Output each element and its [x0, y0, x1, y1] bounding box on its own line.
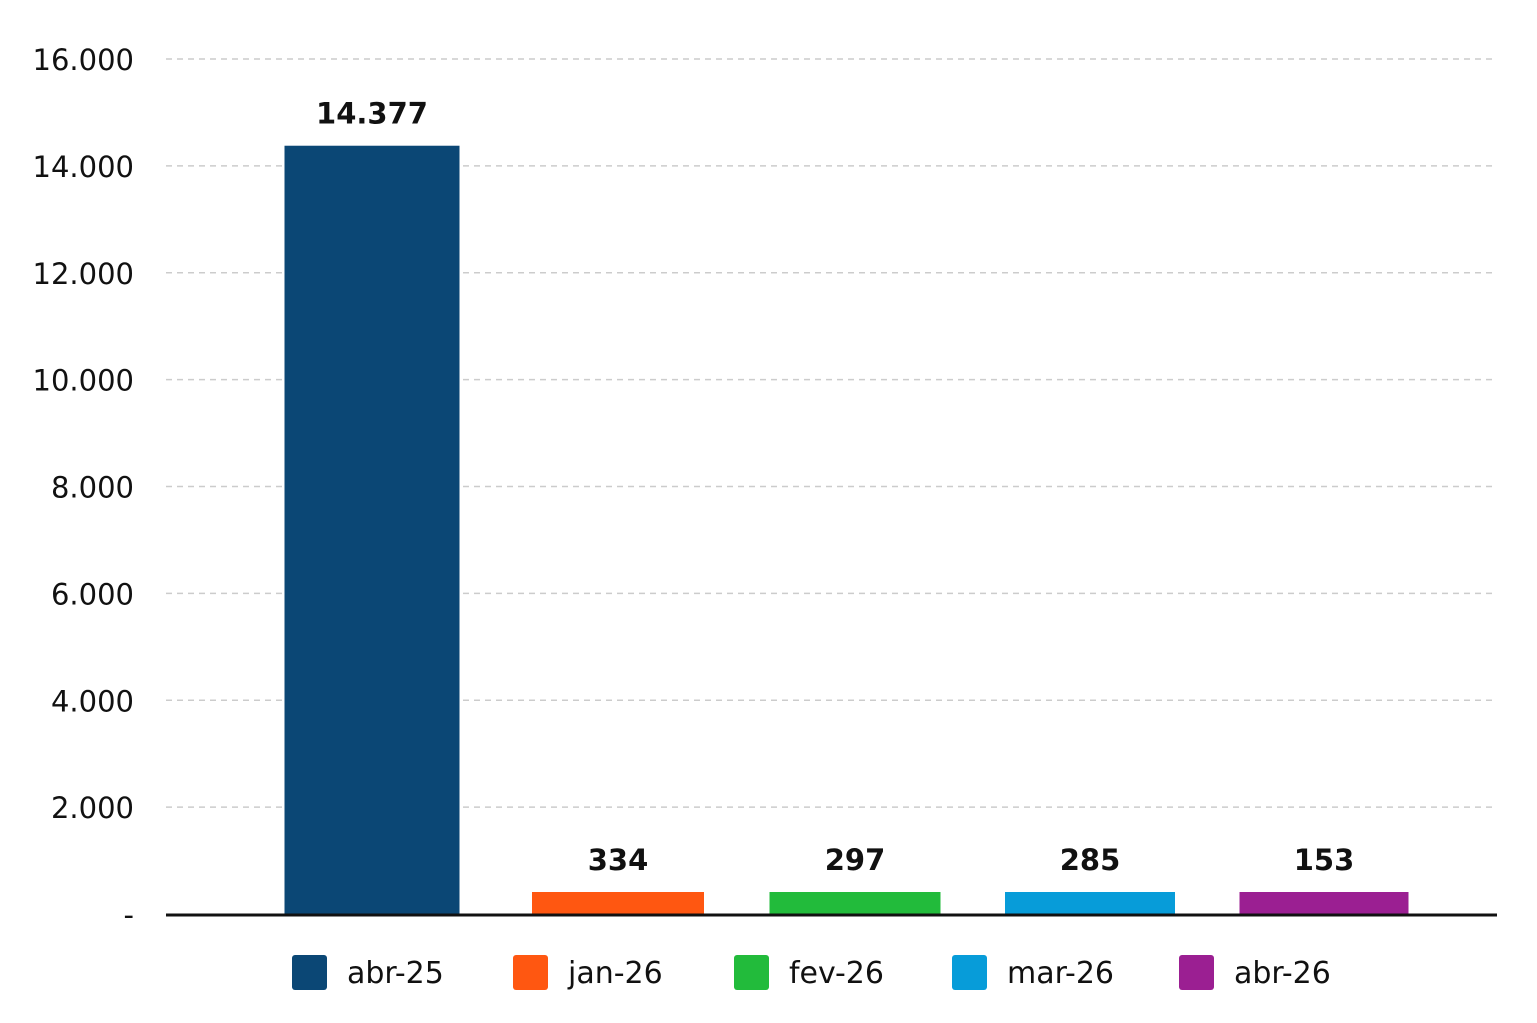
y-tick-label: 16.000 — [33, 43, 134, 77]
y-tick-label: 12.000 — [33, 257, 134, 291]
data-label: 285 — [1060, 843, 1121, 877]
y-tick-label: 14.000 — [33, 150, 134, 184]
data-label: 297 — [825, 843, 886, 877]
legend-label: abr-26 — [1234, 956, 1331, 991]
bar-fev-26 — [769, 892, 941, 914]
bar-abr-26 — [1239, 892, 1409, 914]
legend: abr-25 jan-26 fev-26 mar-26 abr-26 — [292, 955, 1331, 991]
y-tick-label: 2.000 — [51, 791, 134, 825]
legend-swatch — [1179, 955, 1214, 990]
legend-swatch — [734, 955, 769, 990]
legend-swatch — [513, 955, 548, 990]
legend-label: jan-26 — [567, 956, 663, 991]
bar-mar-26 — [1005, 892, 1175, 914]
y-tick-label: 8.000 — [51, 471, 134, 505]
data-label: 334 — [588, 843, 649, 877]
y-tick-label: 6.000 — [51, 577, 134, 611]
legend-label: fev-26 — [789, 956, 884, 991]
y-tick-label: - — [124, 898, 134, 932]
y-axis-ticks: - 2.000 4.000 6.000 8.000 10.000 12.000 14.000 1… — [33, 43, 134, 932]
legend-item: mar-26 — [952, 955, 1114, 991]
bar-abr-25 — [284, 145, 460, 914]
data-labels: 14.377 334 297 285 153 — [316, 97, 1354, 877]
bar-jan-26 — [532, 892, 704, 914]
bars — [284, 145, 1409, 914]
legend-item: abr-26 — [1179, 955, 1331, 991]
legend-item: jan-26 — [513, 955, 663, 991]
legend-label: mar-26 — [1007, 956, 1114, 991]
legend-label: abr-25 — [347, 956, 444, 991]
legend-item: abr-25 — [292, 955, 444, 991]
legend-swatch — [292, 955, 327, 990]
legend-swatch — [952, 955, 987, 990]
y-tick-label: 10.000 — [33, 364, 134, 398]
legend-item: fev-26 — [734, 955, 884, 991]
y-tick-label: 4.000 — [51, 684, 134, 718]
data-label: 14.377 — [316, 97, 428, 131]
data-label: 153 — [1294, 843, 1355, 877]
